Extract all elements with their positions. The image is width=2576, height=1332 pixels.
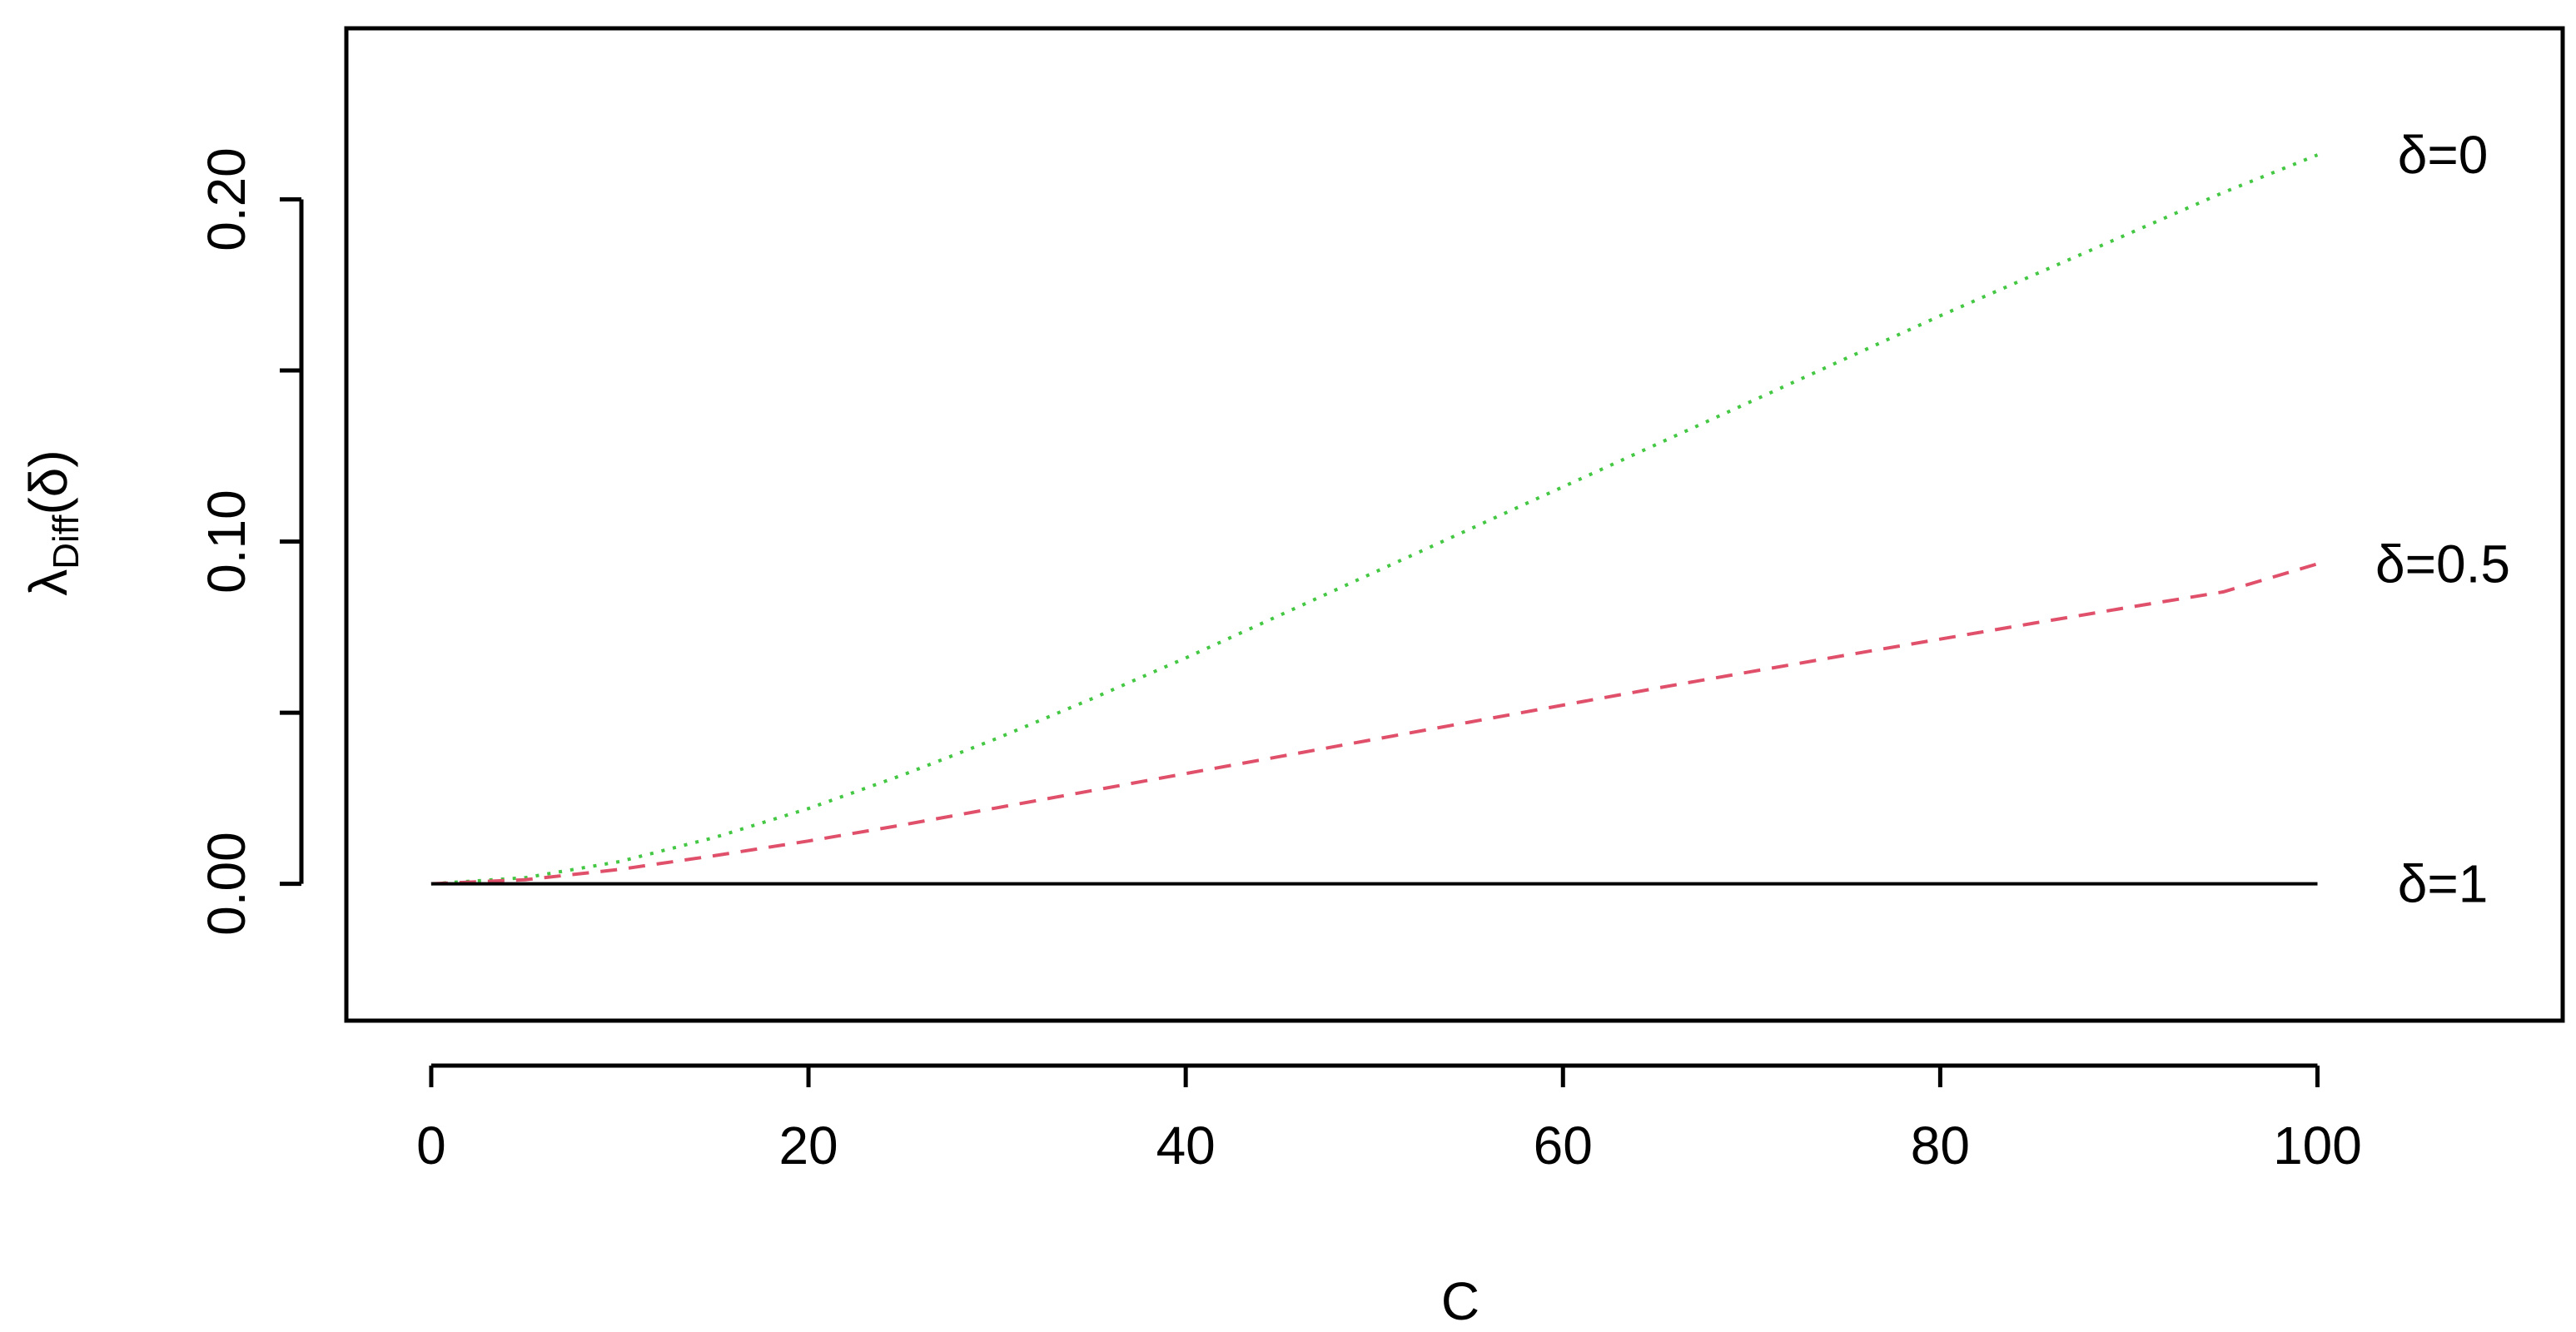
x-tick-label: 80: [1911, 1116, 1970, 1175]
y-axis-title-subscript: Diff: [46, 514, 87, 569]
series-line: [430, 562, 2319, 886]
x-axis: 0 20 40 60 80 100: [416, 1063, 2362, 1175]
x-tick-label: 100: [2273, 1116, 2362, 1175]
x-axis-title: C: [1441, 1271, 1479, 1331]
plot-box: [344, 26, 2565, 1023]
series-label: δ=0.5: [2375, 534, 2510, 594]
plot-frame: [344, 26, 2565, 1023]
x-tick-label: 20: [778, 1116, 838, 1175]
series-layer: [430, 153, 2319, 886]
x-tick-label: 0: [416, 1116, 446, 1175]
series-label: δ=1: [2398, 854, 2489, 914]
y-axis: 0.00 0.10 0.20: [196, 147, 304, 936]
x-tick-label: 40: [1156, 1116, 1216, 1175]
y-axis-title-arg: (δ): [18, 450, 78, 514]
x-tick-label: 60: [1534, 1116, 1593, 1175]
series-label: δ=0: [2398, 125, 2489, 185]
y-axis-title-main: λ: [18, 569, 78, 596]
series-labels: δ=0 δ=0.5 δ=1: [2375, 125, 2510, 914]
y-tick-label: 0.20: [196, 147, 256, 251]
y-tick-label: 0.00: [196, 832, 256, 936]
y-axis-title: λDiff(δ): [18, 450, 87, 595]
y-tick-label: 0.10: [196, 490, 256, 594]
